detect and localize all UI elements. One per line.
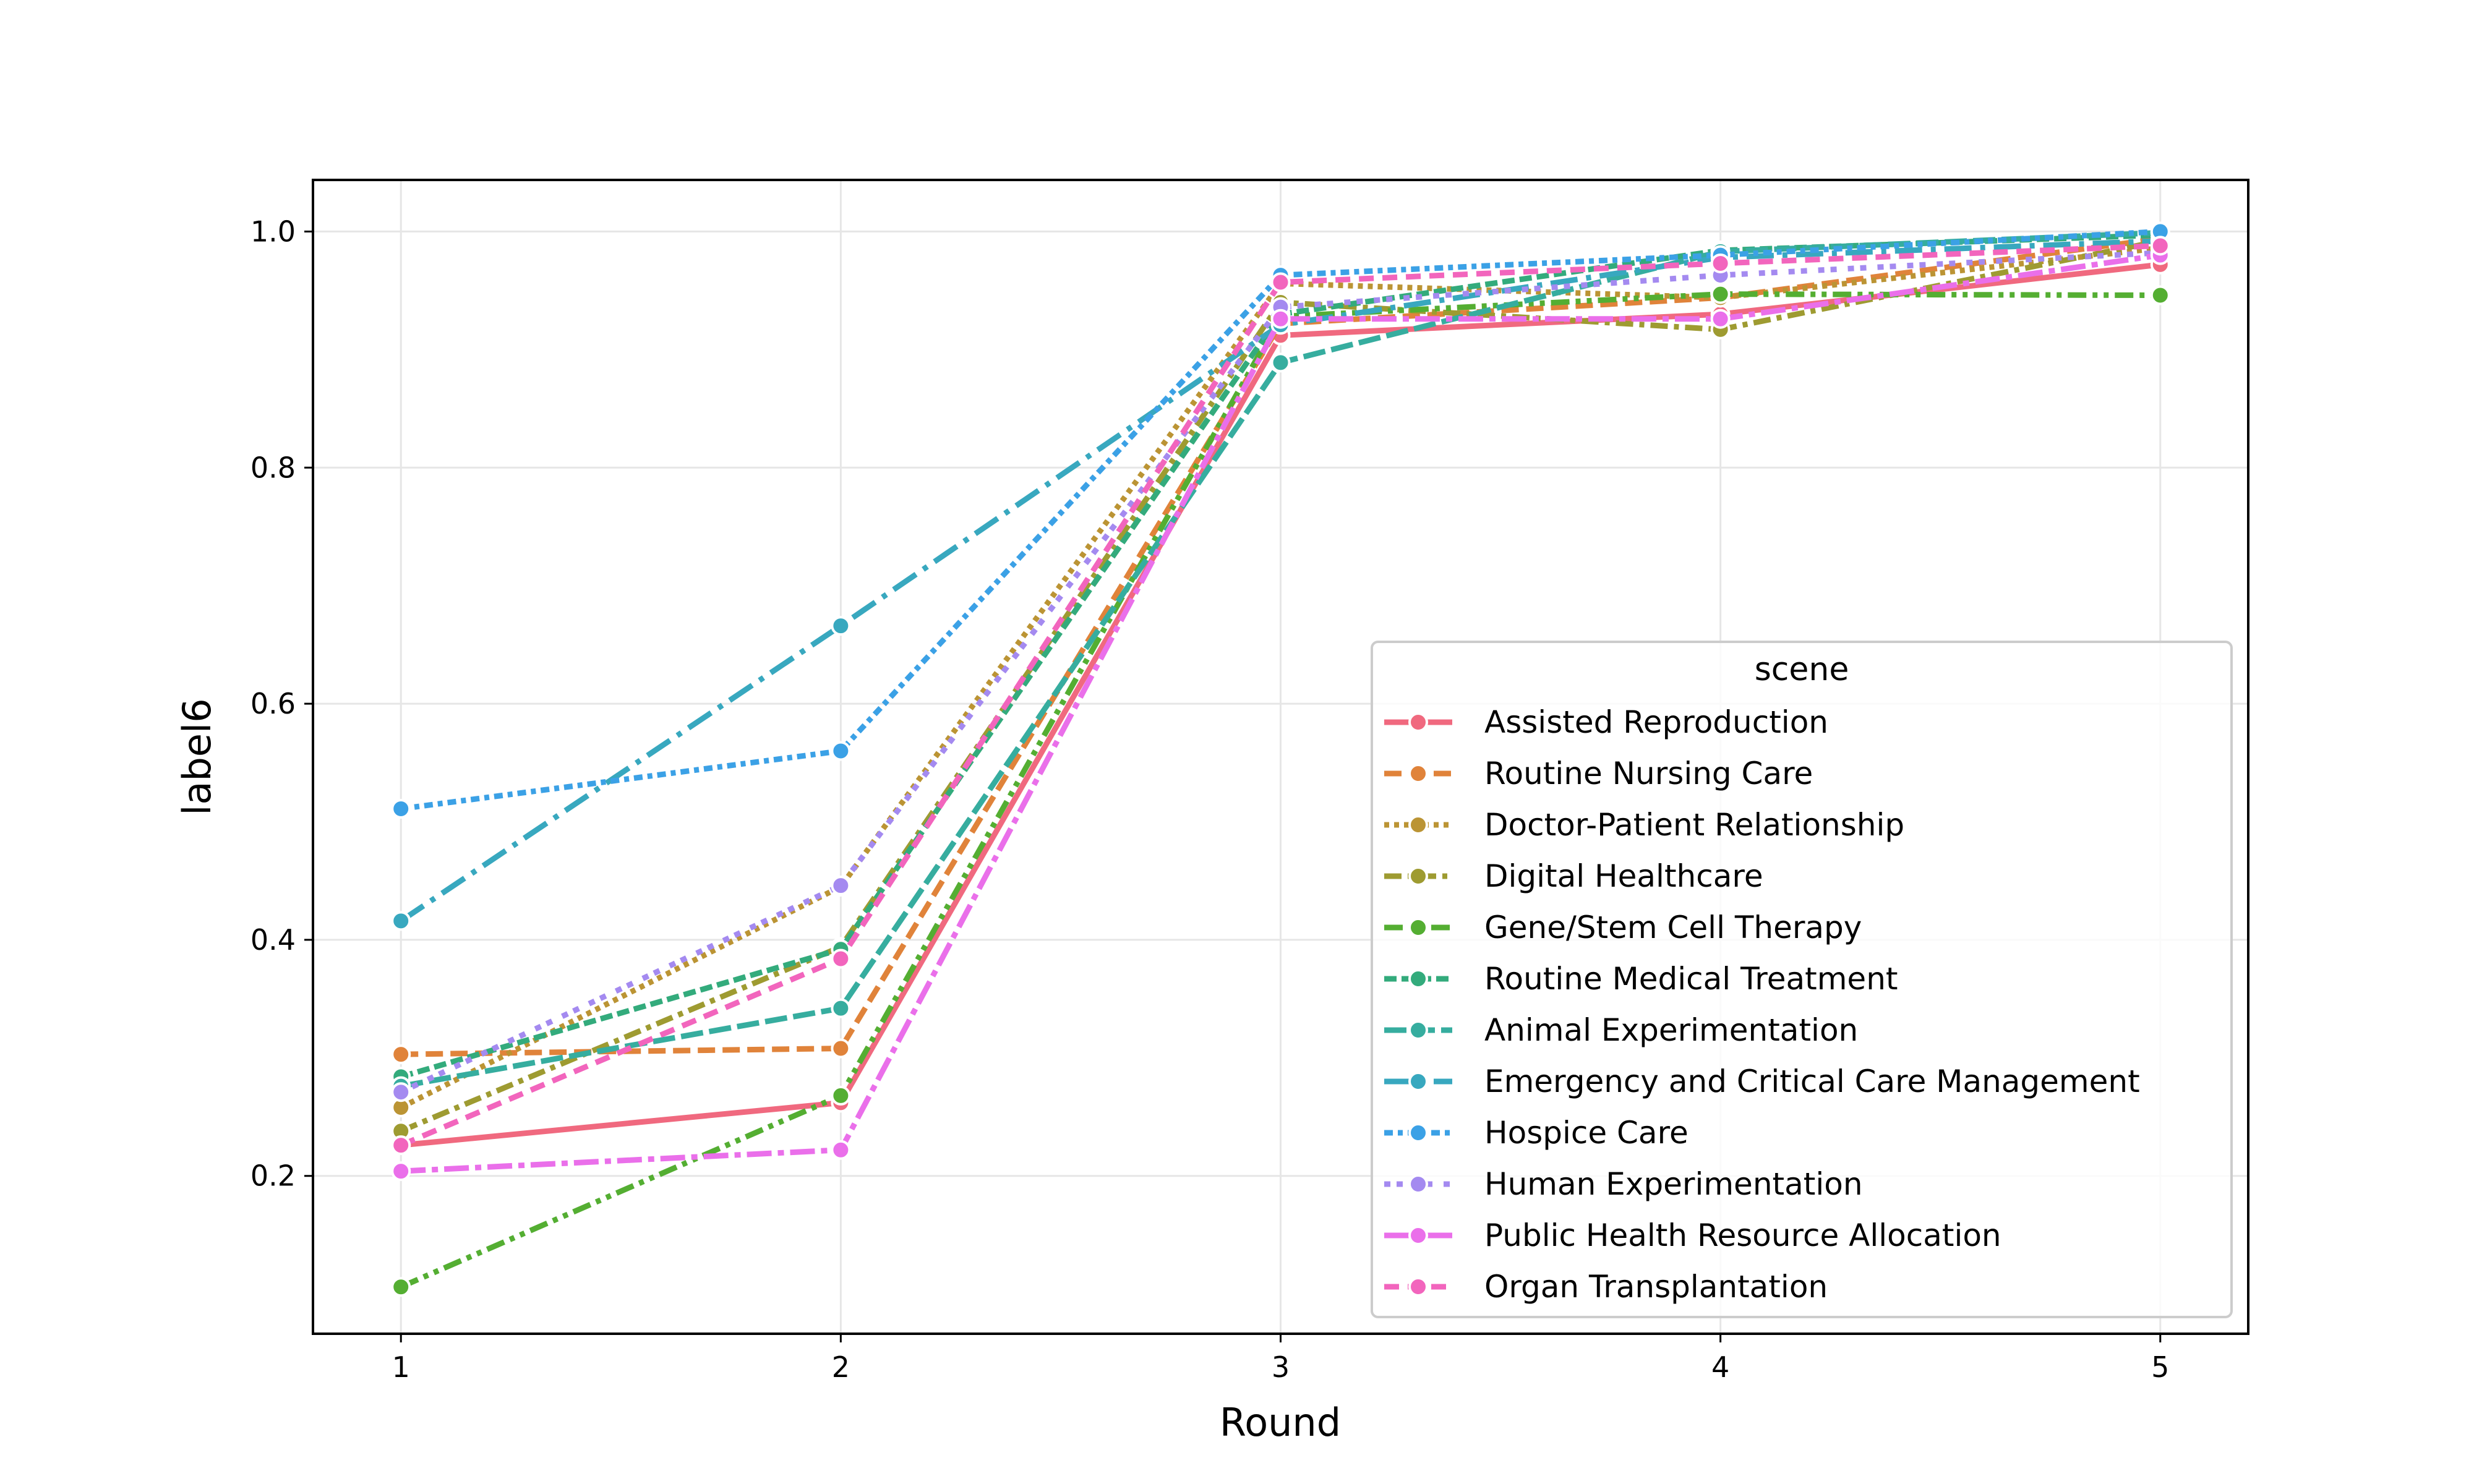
data-point-animal-experimentation [831,998,851,1018]
legend-label: Routine Nursing Care [1484,756,1813,791]
data-point-gene-stem-cell-therapy [831,1085,851,1106]
legend-marker [1408,1123,1428,1143]
x-tick-label: 2 [832,1350,850,1384]
data-point-human-experimentation [831,876,851,896]
legend-marker [1408,815,1428,835]
data-point-hospice-care [831,741,851,761]
legend-label: Hospice Care [1484,1115,1689,1151]
x-axis-ticks: 1 2 3 4 5 [392,1334,2169,1384]
legend-marker [1408,1174,1428,1194]
legend-marker [1408,969,1428,989]
x-tick-label: 4 [1711,1350,1729,1384]
legend-label: Public Health Resource Allocation [1484,1217,2001,1253]
series-public-health-resource-allocation [391,245,2170,1182]
data-point-emergency-and-critical-care-management [831,616,851,636]
legend: scene Assisted Reproduction Routine Nursi… [1371,641,2233,1318]
x-tick-label: 1 [392,1350,410,1384]
legend-label: Assisted Reproduction [1484,704,1828,740]
legend-marker [1408,918,1428,937]
legend-marker [1408,712,1428,732]
series-line-public-health-resource-allocation [401,252,2161,1174]
x-tick-label: 5 [2151,1350,2169,1384]
x-axis-label: Round [1220,1400,1341,1445]
legend-label: Digital Healthcare [1484,858,1763,894]
x-tick-label: 3 [1272,1350,1290,1384]
y-axis-ticks: 0.2 0.4 0.6 0.8 1.0 [250,215,313,1193]
legend-item-organ-transplantation: Organ Transplantation [1384,1269,1828,1305]
data-point-gene-stem-cell-therapy [391,1277,411,1297]
legend-title: scene [1755,651,1849,688]
series-organ-transplantation [391,236,2170,1156]
data-point-organ-transplantation [2150,236,2170,256]
data-point-organ-transplantation [1710,253,1731,273]
data-point-public-health-resource-allocation [831,1140,851,1160]
data-point-organ-transplantation [831,949,851,969]
data-point-public-health-resource-allocation [1710,309,1731,329]
data-point-public-health-resource-allocation [391,1161,411,1182]
data-point-routine-nursing-care [391,1044,411,1065]
legend-item-assisted-reproduction: Assisted Reproduction [1384,704,1828,740]
data-point-organ-transplantation [1270,272,1291,292]
legend-marker [1408,764,1428,783]
legend-label: Gene/Stem Cell Therapy [1484,910,1862,945]
legend-label: Emergency and Critical Care Management [1484,1064,2140,1099]
data-point-gene-stem-cell-therapy [1710,284,1731,304]
y-tick-label: 1.0 [250,215,296,248]
y-axis-label: label6 [174,698,220,815]
legend-item-animal-experimentation: Animal Experimentation [1384,1012,1858,1048]
legend-item-hospice-care: Hospice Care [1384,1115,1689,1151]
legend-label: Routine Medical Treatment [1484,961,1898,997]
legend-marker [1408,1226,1428,1245]
data-point-emergency-and-critical-care-management [391,911,411,931]
legend-item-digital-healthcare: Digital Healthcare [1384,858,1763,894]
legend-item-public-health-resource-allocation: Public Health Resource Allocation [1384,1217,2001,1253]
y-tick-label: 0.8 [250,451,296,484]
legend-label: Doctor-Patient Relationship [1484,807,1904,843]
y-tick-label: 0.4 [250,923,296,957]
series-layer [391,221,2170,1297]
legend-item-gene-stem-cell-therapy: Gene/Stem Cell Therapy [1384,910,1862,945]
legend-item-doctor-patient-relationship: Doctor-Patient Relationship [1384,807,1904,843]
legend-item-emergency-and-critical-care-management: Emergency and Critical Care Management [1384,1064,2140,1099]
legend-label: Animal Experimentation [1484,1012,1858,1048]
legend-item-routine-nursing-care: Routine Nursing Care [1384,756,1813,791]
legend-frame [1371,641,2233,1318]
legend-marker [1408,1072,1428,1091]
y-tick-label: 0.6 [250,687,296,720]
legend-item-routine-medical-treatment: Routine Medical Treatment [1384,961,1898,997]
legend-marker [1408,866,1428,886]
data-point-organ-transplantation [391,1135,411,1156]
legend-label: Organ Transplantation [1484,1269,1828,1305]
data-point-gene-stem-cell-therapy [2150,285,2170,305]
data-point-hospice-care [391,799,411,819]
legend-item-human-experimentation: Human Experimentation [1384,1166,1863,1202]
data-point-animal-experimentation [1270,352,1291,373]
data-point-public-health-resource-allocation [1270,309,1291,329]
data-point-routine-nursing-care [831,1038,851,1059]
legend-marker [1408,1020,1428,1040]
y-tick-label: 0.2 [250,1159,296,1193]
series-line-organ-transplantation [400,242,2160,1148]
legend-label: Human Experimentation [1484,1166,1863,1202]
series-line-hospice-care [400,228,2161,812]
legend-marker [1408,1277,1428,1297]
data-point-human-experimentation [391,1082,411,1102]
legend-items: Assisted Reproduction Routine Nursing Car… [1384,704,2140,1305]
